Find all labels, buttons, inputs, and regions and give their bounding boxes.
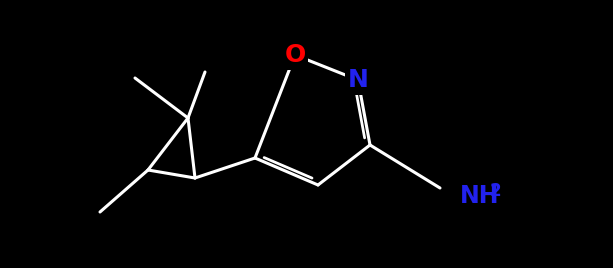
Text: N: N	[348, 68, 368, 92]
Text: NH: NH	[460, 184, 500, 208]
Text: O: O	[284, 43, 306, 67]
Text: 2: 2	[490, 182, 501, 200]
